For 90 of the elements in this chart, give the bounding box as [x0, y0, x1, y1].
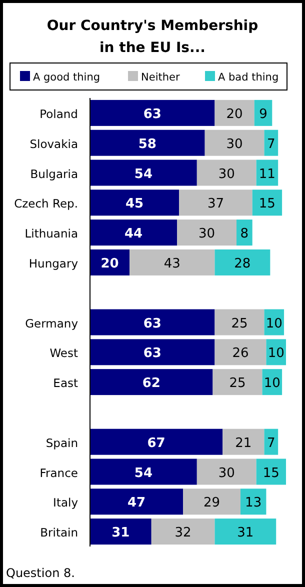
- data-label: 13: [245, 496, 262, 511]
- legend-label: A bad thing: [218, 72, 279, 84]
- data-label: 26: [232, 346, 249, 362]
- data-label: 62: [142, 376, 160, 392]
- data-label: 8: [240, 226, 249, 242]
- data-label: 10: [268, 346, 284, 362]
- y-tick-label: Britain: [40, 526, 78, 540]
- data-label: 43: [164, 256, 180, 272]
- data-label: 25: [229, 376, 246, 392]
- data-label: 58: [138, 136, 156, 152]
- y-tick-label: Slovakia: [30, 136, 78, 151]
- data-label: 21: [235, 436, 252, 451]
- y-tick-label: Lithuania: [24, 226, 78, 241]
- data-label: 54: [134, 166, 152, 182]
- data-label: 31: [237, 526, 254, 541]
- bar: [90, 100, 215, 126]
- data-label: 30: [218, 166, 235, 182]
- bar: [90, 428, 223, 455]
- data-label: 44: [124, 226, 143, 242]
- bar: [214, 249, 270, 276]
- bar: [264, 130, 278, 156]
- data-label: 10: [264, 376, 280, 392]
- y-tick-label: West: [50, 346, 78, 360]
- data-label: 29: [203, 496, 220, 511]
- data-label: 11: [258, 166, 276, 182]
- y-tick-label: France: [40, 466, 78, 480]
- data-label: 54: [134, 466, 152, 481]
- data-label: 28: [234, 256, 251, 272]
- data-label: 30: [226, 136, 243, 152]
- bar: [214, 339, 266, 366]
- bar: [252, 190, 282, 216]
- bar: [90, 458, 197, 485]
- data-label: 45: [126, 196, 144, 212]
- bar: [90, 130, 205, 156]
- bar: [214, 309, 264, 336]
- bar: [90, 369, 213, 396]
- data-label: 9: [259, 106, 268, 122]
- bar: [236, 220, 252, 246]
- y-tick-label: Germany: [25, 316, 78, 330]
- data-label: 20: [100, 256, 119, 272]
- data-label: 67: [147, 436, 166, 451]
- bar: [214, 100, 254, 126]
- data-label: 7: [267, 436, 276, 451]
- bar: [90, 190, 180, 216]
- y-tick-label: Czech Rep.: [14, 196, 78, 211]
- bar: [90, 518, 152, 545]
- bar: [212, 369, 262, 396]
- bar: [264, 428, 278, 455]
- data-label: 47: [127, 496, 146, 511]
- data-label: 63: [143, 106, 162, 122]
- data-label: 10: [266, 316, 282, 332]
- y-tick-label: East: [53, 376, 78, 390]
- bar: [196, 458, 256, 485]
- chart-title: Our Country's Membership in the EU Is...: [46, 18, 258, 56]
- data-label: 63: [143, 346, 162, 362]
- bar: [90, 309, 215, 336]
- bar: [90, 220, 178, 246]
- bar: [240, 488, 266, 515]
- data-label: 30: [218, 466, 235, 481]
- y-tick-label: Bulgaria: [30, 166, 78, 181]
- y-tick-label: Spain: [46, 436, 78, 450]
- bar: [214, 518, 276, 545]
- y-tick-label: Poland: [40, 106, 78, 121]
- bar: [196, 160, 256, 186]
- y-tick-label: Italy: [53, 496, 78, 510]
- legend-label: A good thing: [33, 72, 100, 84]
- data-label: 20: [226, 106, 243, 122]
- y-tick-label: Hungary: [28, 256, 78, 270]
- data-label: 31: [112, 526, 130, 541]
- bar: [151, 518, 215, 545]
- bar: [130, 249, 215, 276]
- bar: [183, 488, 240, 515]
- data-label: 15: [258, 196, 276, 212]
- data-label: 7: [267, 136, 276, 152]
- data-label: 30: [198, 226, 216, 242]
- bar: [90, 160, 197, 186]
- bar: [256, 458, 286, 485]
- data-label: 32: [174, 526, 192, 541]
- bar: [179, 190, 252, 216]
- data-label: 25: [231, 316, 248, 332]
- data-label: 63: [143, 316, 162, 332]
- text: Question 8.: [6, 566, 75, 580]
- data-label: 15: [262, 466, 280, 481]
- bar: [90, 488, 184, 515]
- bar: [222, 428, 264, 455]
- data-label: 37: [207, 196, 224, 212]
- bar: [204, 130, 264, 156]
- legend-label: Neither: [141, 72, 180, 84]
- bar: [177, 220, 237, 246]
- bar: [90, 339, 215, 366]
